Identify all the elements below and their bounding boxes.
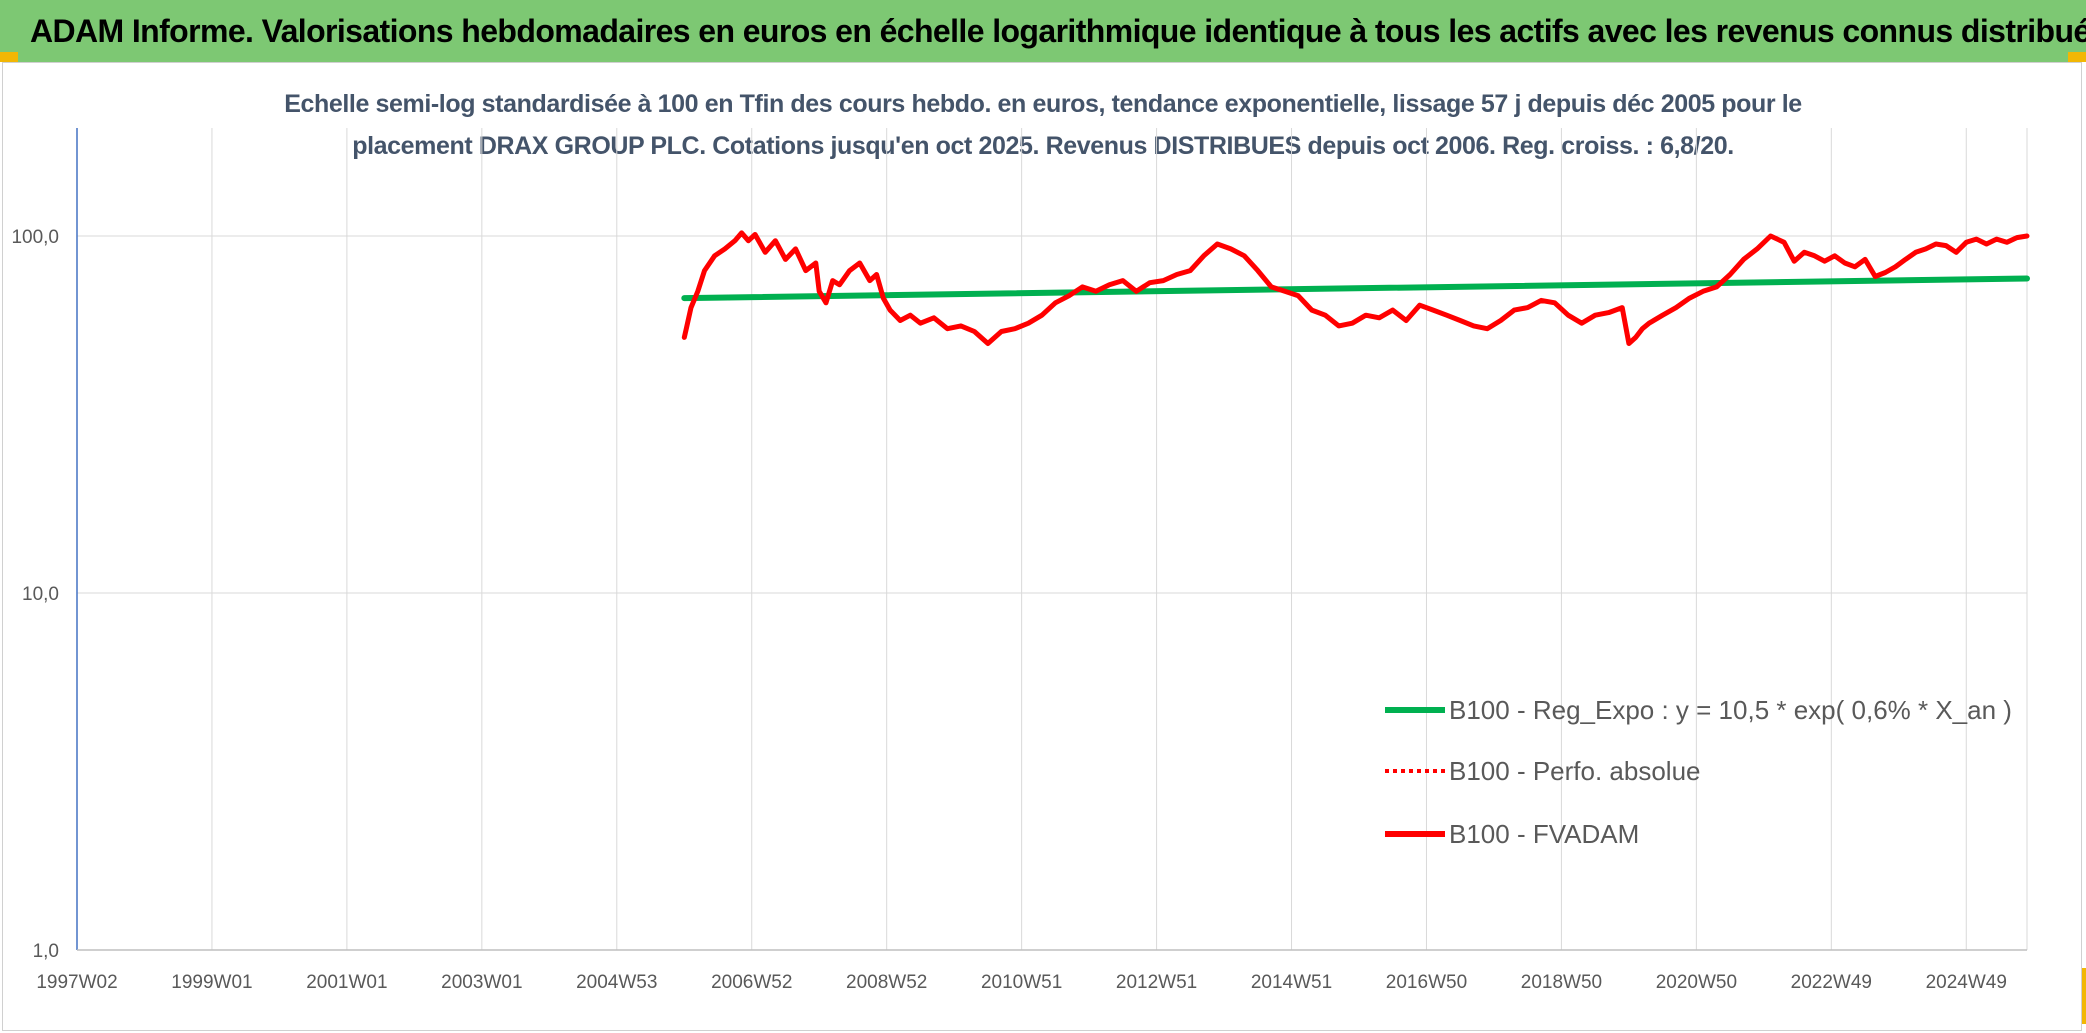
x-tick-label: 2006W52: [711, 972, 792, 993]
series-line-1: [681, 275, 2030, 302]
x-tick-label: 2008W52: [846, 972, 927, 993]
x-tick-label: 2020W50: [1656, 972, 1737, 993]
series-line-3: [681, 230, 2030, 346]
chart-frame: [2, 62, 2082, 1031]
x-tick-label: 2012W51: [1116, 972, 1197, 993]
y-tick-label: 1,0: [33, 941, 59, 962]
x-tick-label: 2016W50: [1386, 972, 1467, 993]
x-tick-label: 1999W01: [171, 972, 252, 993]
x-tick-label: 2022W49: [1791, 972, 1872, 993]
corner-marker-top-left: [0, 52, 18, 62]
legend-label-2: B100 - Perfo. absolue: [1449, 756, 1701, 786]
corner-marker-top-right: [2068, 52, 2086, 62]
report-title: ADAM Informe. Valorisations hebdomadaire…: [30, 12, 2086, 49]
x-tick-label: 2018W50: [1521, 972, 1602, 993]
x-tick-label: 2003W01: [441, 972, 522, 993]
chart-title-line-1: Echelle semi-log standardisée à 100 en T…: [284, 90, 1802, 118]
chart-title-line-2: placement DRAX GROUP PLC. Cotations jusq…: [352, 132, 1734, 160]
x-tick-label: 2024W49: [1926, 972, 2007, 993]
legend-label-3: B100 - FVADAM: [1449, 819, 1639, 849]
x-tick-label: 2014W51: [1251, 972, 1332, 993]
y-tick-label: 100,0: [11, 227, 59, 248]
report-banner: ADAM Informe. Valorisations hebdomadaire…: [0, 0, 2086, 62]
y-tick-label: 10,0: [22, 584, 59, 605]
x-tick-label: 2001W01: [306, 972, 387, 993]
x-tick-label: 2010W51: [981, 972, 1062, 993]
legend-label-1: B100 - Reg_Expo : y = 10,5 * exp( 0,6% *…: [1449, 695, 2012, 725]
x-tick-label: 2004W53: [576, 972, 657, 993]
x-tick-label: 1997W02: [36, 972, 117, 993]
